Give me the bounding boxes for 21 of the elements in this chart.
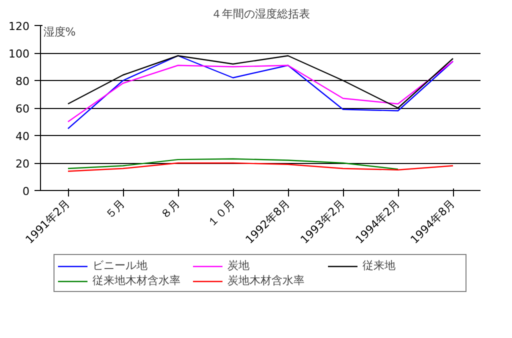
chart-title: ４年間の湿度総括表: [211, 8, 310, 20]
line-series: [67, 158, 399, 170]
x-tick-label: １０月: [205, 196, 238, 230]
x-tick-label: ８月: [158, 196, 183, 222]
y-tick-label: 0: [22, 185, 30, 198]
y-tick-label: 40: [16, 130, 30, 143]
legend-label: 従来地木材含水率: [92, 273, 182, 288]
legend-label: 従来地: [362, 258, 396, 273]
legend-label: ビニール地: [92, 258, 148, 273]
y-tick-label: 80: [16, 75, 30, 88]
y-tick-label: 120: [8, 20, 30, 33]
legend-label: 炭地: [228, 258, 250, 273]
line-series: [67, 162, 454, 172]
y-tick-label: 60: [16, 102, 30, 116]
legend-label: 炭地木材含水率: [228, 273, 306, 288]
line-series: [67, 60, 454, 122]
y-axis-title: 湿度%: [43, 26, 76, 38]
y-tick-label: 20: [16, 158, 30, 170]
y-tick-label: 100: [8, 48, 30, 60]
line-series: [67, 55, 454, 130]
x-tick-label: ５月: [102, 196, 128, 222]
